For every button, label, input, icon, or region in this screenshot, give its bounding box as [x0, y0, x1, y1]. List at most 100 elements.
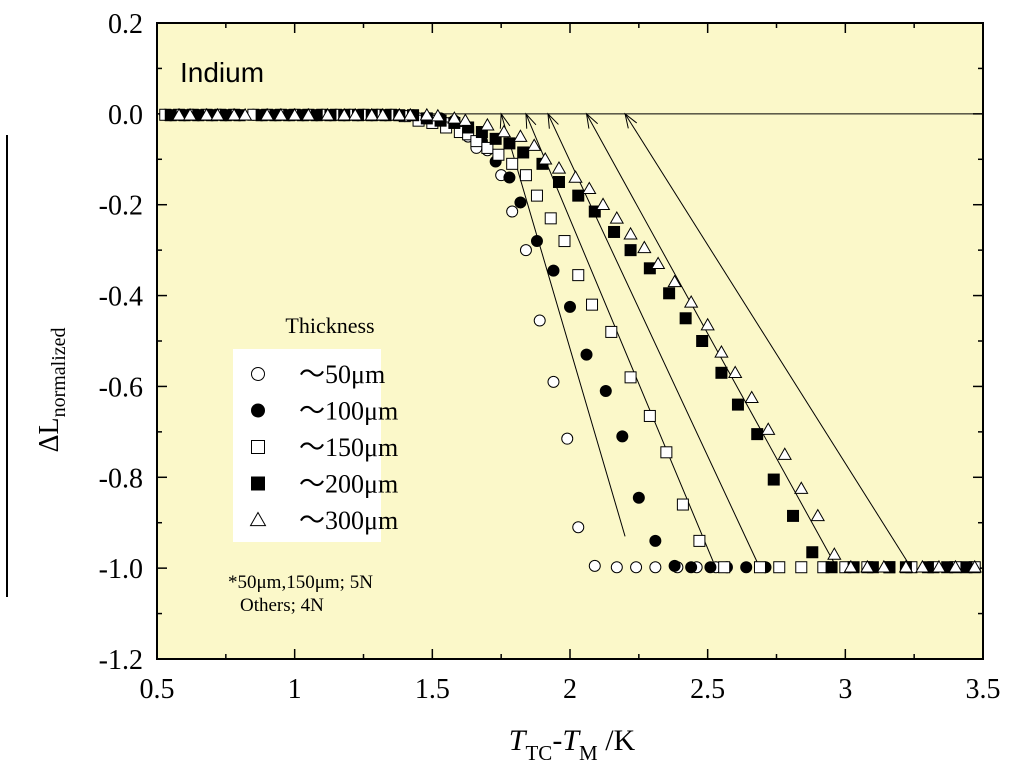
- x-tick-label: 0.5: [140, 674, 175, 705]
- data-point: [348, 107, 363, 121]
- data-point: [517, 146, 530, 159]
- series-triangle-open: [171, 107, 982, 573]
- data-point: [210, 107, 225, 121]
- data-point: [519, 169, 532, 182]
- data-point: [609, 211, 624, 224]
- legend: Thickness ～50μm ～100μm ～150μm ～200μm ～300μm: [233, 313, 398, 542]
- axis-tick-labels: 0.5 1 1.5 2 2.5 3 3.5 0.2 0.0 -0.2 -0.4 -0.6 -0.8 -1.…: [99, 9, 1001, 705]
- data-point: [527, 138, 542, 151]
- data-point: [492, 148, 505, 161]
- fit-line-arrowhead: [499, 112, 511, 129]
- data-point: [320, 107, 335, 121]
- data-point: [649, 561, 662, 574]
- data-point: [608, 225, 621, 238]
- x-axis-label: TTC-TM /K: [509, 724, 636, 765]
- data-point: [287, 107, 302, 121]
- data-point: [561, 432, 574, 445]
- y-tick-label: 0.2: [108, 9, 143, 40]
- legend-entry-label: ～200μm: [299, 470, 398, 499]
- y-tick-label: -1.2: [99, 645, 143, 676]
- data-point: [392, 107, 407, 121]
- y-tick-label: -0.8: [99, 463, 143, 494]
- data-point: [530, 235, 543, 248]
- x-tick-label: 2: [563, 674, 577, 705]
- data-point: [795, 561, 808, 574]
- data-point: [337, 107, 352, 121]
- data-point: [588, 205, 601, 218]
- data-point: [580, 348, 593, 361]
- data-point: [660, 446, 673, 459]
- x-tick-label: 3: [838, 674, 852, 705]
- data-point: [496, 124, 512, 138]
- data-point: [728, 365, 743, 379]
- axis-ticks: [156, 22, 984, 660]
- x-axis-label-sub2: M: [579, 741, 598, 765]
- data-point: [773, 561, 786, 574]
- x-tick-label: 2.5: [690, 674, 725, 705]
- data-point: [915, 559, 930, 573]
- data-point: [237, 107, 253, 121]
- note-line-1: *50μm,150μm; 5N: [228, 572, 373, 593]
- data-point: [489, 132, 502, 145]
- data-point: [506, 157, 519, 170]
- data-point: [447, 111, 462, 124]
- data-point: [481, 141, 494, 154]
- data-point: [679, 312, 692, 325]
- x-axis-label-dash: -: [552, 724, 562, 757]
- data-point: [751, 428, 764, 441]
- legend-entry-label: ～150μm: [299, 433, 398, 462]
- data-point: [693, 534, 706, 547]
- data-point: [544, 212, 557, 225]
- data-point: [753, 561, 766, 574]
- data-point: [700, 317, 715, 331]
- data-point: [588, 559, 601, 572]
- data-point: [547, 375, 560, 388]
- data-point: [643, 409, 656, 422]
- data-point: [948, 559, 963, 573]
- data-markers: [159, 107, 982, 574]
- fit-line: [500, 113, 626, 537]
- y-axis-label-text: ΔLnormalized: [34, 327, 70, 452]
- data-point: [715, 366, 728, 379]
- fit-line-arrowhead: [624, 112, 638, 129]
- data-point: [503, 137, 516, 150]
- legend-title: Thickness: [285, 313, 374, 338]
- data-point: [551, 161, 567, 174]
- x-axis-label-t2: T: [562, 724, 581, 757]
- data-point: [572, 521, 585, 534]
- data-point: [251, 403, 265, 418]
- data-point: [663, 287, 676, 300]
- data-point: [513, 129, 528, 142]
- data-point: [519, 244, 532, 257]
- x-axis-label-sub1: TC: [525, 741, 552, 765]
- data-point: [623, 226, 638, 240]
- data-point: [530, 189, 543, 202]
- data-point: [825, 561, 838, 574]
- data-point: [744, 390, 759, 404]
- fit-line-arrowhead: [525, 112, 537, 129]
- data-point: [572, 269, 585, 282]
- data-point: [632, 491, 645, 504]
- data-point: [364, 107, 379, 121]
- y-axis-label-main: ΔL: [34, 417, 65, 452]
- data-point: [676, 498, 689, 511]
- x-tick-label: 1: [288, 674, 302, 705]
- data-point: [226, 107, 242, 121]
- data-point: [558, 235, 571, 248]
- data-point: [506, 205, 519, 218]
- legend-entry-label: ～50μm: [299, 360, 385, 389]
- data-point: [637, 240, 652, 254]
- data-point: [552, 176, 565, 188]
- data-point: [967, 559, 982, 573]
- fit-line: [547, 113, 761, 569]
- data-point: [458, 113, 473, 126]
- data-point: [419, 107, 435, 121]
- fit-lines: [499, 112, 912, 569]
- fit-line: [525, 113, 717, 569]
- data-point: [810, 508, 825, 522]
- fit-line-arrowhead: [585, 112, 598, 129]
- data-point: [547, 264, 560, 277]
- data-point: [696, 335, 709, 347]
- y-tick-label: -0.6: [99, 372, 143, 403]
